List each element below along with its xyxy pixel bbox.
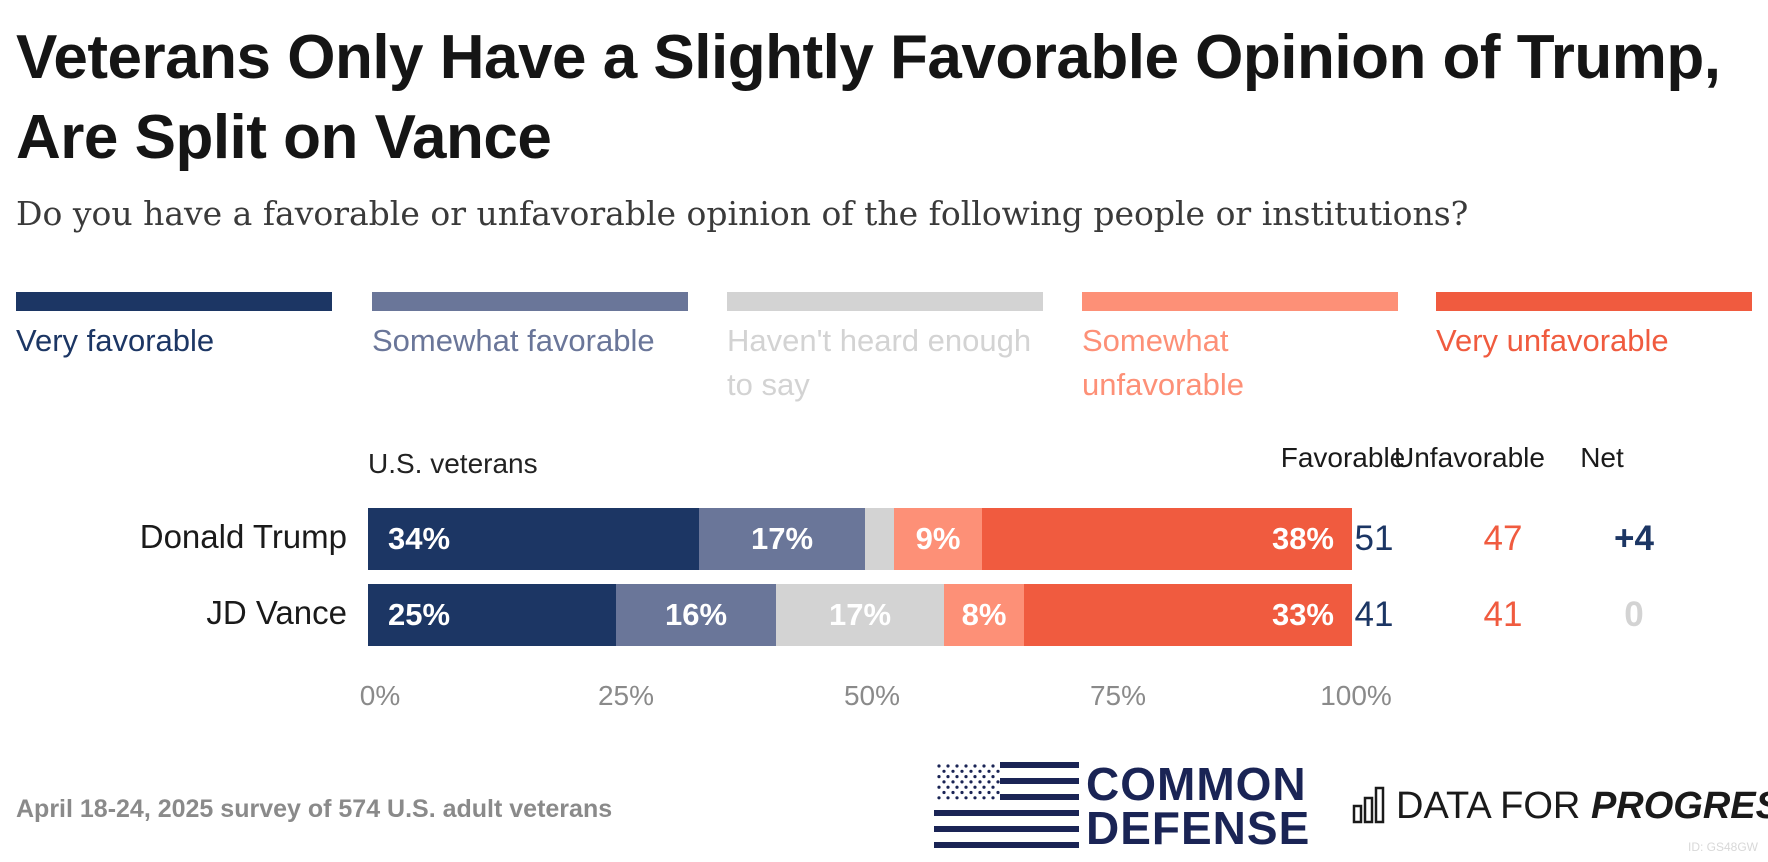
segment-value-label: 9% — [915, 521, 961, 556]
legend-swatch — [372, 292, 688, 311]
stacked-bar: 34% 17% 9% 38% — [368, 508, 1352, 570]
favorable-total: 51 — [1354, 519, 1394, 558]
bar-segment — [368, 508, 699, 570]
data-for-progress-wordmark: DATA FOR PROGRESS — [1396, 785, 1768, 827]
segment-value-label: 17% — [750, 521, 814, 556]
segment-value-label: 38% — [1271, 521, 1334, 556]
group-subhead: U.S. veterans — [368, 448, 538, 479]
bar-segment — [616, 584, 776, 646]
legend-label: Very unfavorable — [1436, 323, 1669, 358]
bar-segment — [982, 508, 1352, 570]
bar-segment — [894, 508, 982, 570]
segment-value-label: 16% — [664, 597, 728, 632]
legend-label: Somewhat favorable — [372, 323, 655, 358]
segment-value-label: 8% — [961, 597, 1007, 632]
segment-value-label: 17% — [828, 597, 892, 632]
legend-item: Haven't heard enough to say — [727, 292, 1043, 407]
survey-footnote: April 18-24, 2025 survey of 574 U.S. adu… — [16, 795, 613, 823]
unfavorable-total: 41 — [1483, 595, 1523, 634]
chart-subtitle: Do you have a favorable or unfavorable o… — [16, 194, 1469, 233]
bar-segment — [776, 584, 944, 646]
row-label: JD Vance — [206, 594, 347, 631]
legend-label: Very favorable — [16, 323, 215, 358]
us-flag-icon — [934, 762, 1079, 848]
row-label: Donald Trump — [139, 518, 347, 555]
legend-label: Haven't heard enough to say — [727, 323, 1032, 402]
common-defense-wordmark: COMMON DEFENSE — [1086, 758, 1311, 854]
x-tick-label: 25% — [597, 680, 655, 711]
bar-segment — [944, 584, 1024, 646]
unfavorable-total: 47 — [1483, 519, 1523, 558]
favorable-total: 41 — [1354, 595, 1394, 634]
segment-value-label: 33% — [1271, 597, 1334, 632]
legend-swatch — [727, 292, 1043, 311]
stacked-bar: 25% 16% 17% 8% 33% — [368, 584, 1352, 646]
legend-swatch — [1082, 292, 1398, 311]
segment-value-label: 34% — [388, 521, 451, 556]
favorable-column-header: Favorable — [1280, 442, 1406, 473]
legend-label: Somewhat unfavorable — [1082, 323, 1245, 402]
bar-segment — [1024, 584, 1352, 646]
chart-id: ID: GS48GW — [1687, 840, 1758, 854]
chart-title: Veterans Only Have a Slightly Favorable … — [16, 23, 1721, 172]
bar-segment — [368, 584, 616, 646]
x-tick-label: 50% — [843, 680, 901, 711]
bar-segment — [865, 508, 894, 570]
net-total: 0 — [1624, 595, 1644, 634]
common-defense-logo: COMMON DEFENSE — [934, 758, 1324, 854]
x-tick-label: 100% — [1320, 680, 1392, 711]
legend-swatch — [1436, 292, 1752, 311]
net-column-header: Net — [1580, 442, 1624, 473]
legend-item: Somewhat unfavorable — [1082, 292, 1398, 407]
net-total: +4 — [1614, 519, 1654, 558]
legend-item: Very unfavorable — [1436, 292, 1752, 363]
x-tick-label: 0% — [359, 680, 401, 711]
bar-segment — [699, 508, 865, 570]
legend-swatch — [16, 292, 332, 311]
segment-value-label: 25% — [388, 597, 451, 632]
legend-item: Very favorable — [16, 292, 332, 363]
bar-chart-icon — [1352, 786, 1385, 824]
legend-item: Somewhat favorable — [372, 292, 688, 363]
x-tick-label: 75% — [1089, 680, 1147, 711]
data-for-progress-logo: DATA FOR PROGRESS — [1352, 784, 1768, 828]
unfavorable-column-header: Unfavorable — [1394, 442, 1545, 473]
